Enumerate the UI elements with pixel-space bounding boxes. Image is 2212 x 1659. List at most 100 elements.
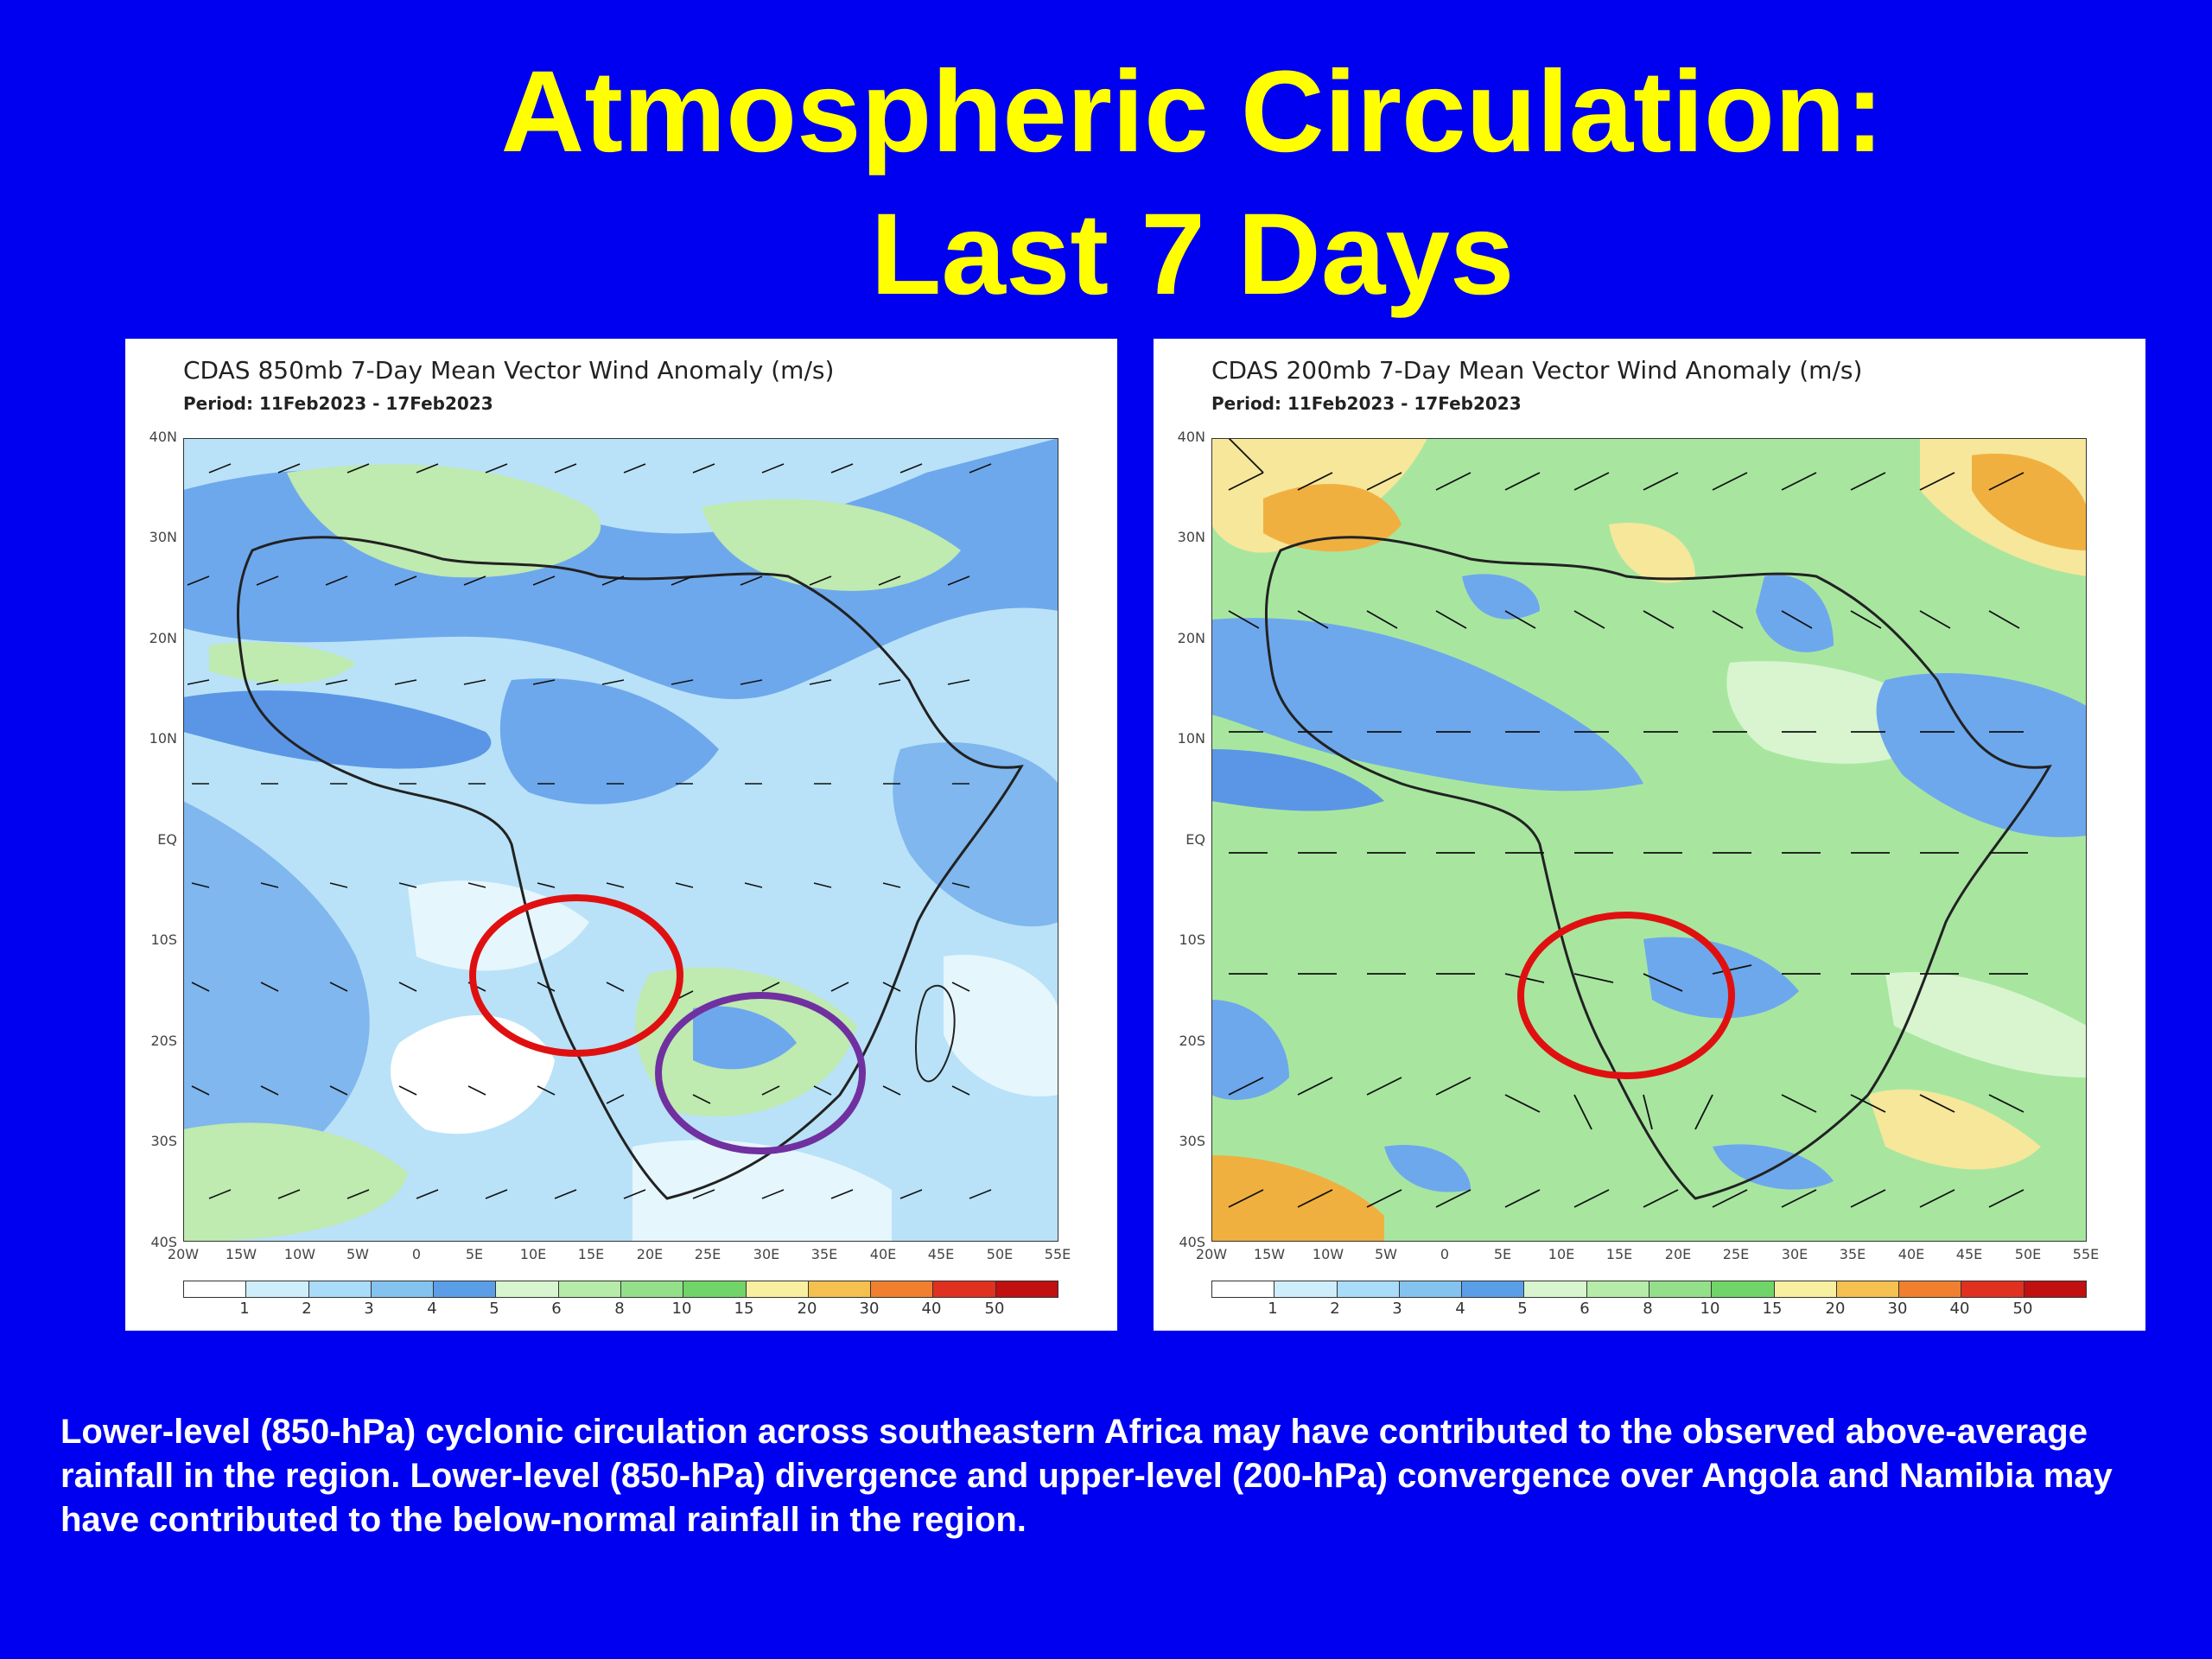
lat-label: 30S (1179, 1133, 1205, 1149)
lon-label: 0 (411, 1246, 422, 1262)
lon-label: 45E (927, 1246, 955, 1262)
lat-label: 10N (149, 730, 177, 747)
lon-label: 5W (346, 1246, 369, 1262)
colorbar-label: 40 (921, 1300, 942, 1318)
colorbar-swatch (246, 1281, 309, 1297)
colorbar-label: 15 (734, 1300, 754, 1318)
lon-label: 20E (1664, 1246, 1692, 1262)
colorbar-swatch (1274, 1281, 1338, 1297)
lat-label: 30N (149, 529, 177, 545)
lon-label: 50E (986, 1246, 1014, 1262)
colorbar-swatch (808, 1281, 872, 1297)
colorbar-label: 3 (364, 1300, 374, 1318)
colorbar-swatch (1337, 1281, 1400, 1297)
colorbar-swatch (871, 1281, 934, 1297)
lon-label: 45E (1955, 1246, 1983, 1262)
lon-label: 55E (2072, 1246, 2100, 1262)
colorbar-swatch (995, 1281, 1058, 1297)
colorbar-swatch (496, 1281, 559, 1297)
lon-label: 10W (1312, 1246, 1344, 1262)
lon-label: 20E (636, 1246, 664, 1262)
colorbar-label: 50 (2012, 1300, 2033, 1318)
colorbar-label: 3 (1392, 1300, 1402, 1318)
lon-label: 5W (1375, 1246, 1397, 1262)
lat-label: 40N (1177, 429, 1205, 445)
colorbar-label: 2 (302, 1300, 312, 1318)
colorbar-label: 5 (489, 1300, 499, 1318)
colorbar-label: 50 (984, 1300, 1005, 1318)
lon-label: 55E (1044, 1246, 1071, 1262)
lat-label: 10S (150, 931, 177, 948)
lon-label: 30E (1781, 1246, 1808, 1262)
lat-label: 20S (150, 1033, 177, 1049)
lat-label: 20N (1177, 630, 1205, 646)
lat-label: 20N (149, 630, 177, 646)
colorbar (1211, 1281, 2087, 1298)
lat-label: EQ (1185, 831, 1205, 848)
lat-label: 40N (149, 429, 177, 445)
colorbar-swatch (1586, 1281, 1649, 1297)
slide-title-line1: Atmospheric Circulation: (500, 48, 1885, 176)
colorbar-label: 30 (1887, 1300, 1908, 1318)
colorbar-swatch (308, 1281, 372, 1297)
colorbar-label: 8 (1643, 1300, 1653, 1318)
panel-title: CDAS 200mb 7-Day Mean Vector Wind Anomal… (1211, 356, 1863, 385)
colorbar-label: 20 (1825, 1300, 1846, 1318)
colorbar-swatch (1774, 1281, 1837, 1297)
lon-label: 50E (2014, 1246, 2042, 1262)
lon-label: 20W (167, 1246, 200, 1262)
colorbar-label: 4 (427, 1300, 437, 1318)
lat-label: 30S (150, 1133, 177, 1149)
colorbar-swatch (1524, 1281, 1587, 1297)
colorbar-label: 5 (1517, 1300, 1528, 1318)
map-850mb (183, 438, 1058, 1242)
lon-label: 5E (465, 1246, 484, 1262)
colorbar-swatch (746, 1281, 809, 1297)
lon-label: 25E (694, 1246, 721, 1262)
lon-label: 25E (1722, 1246, 1750, 1262)
lon-label: 30E (753, 1246, 780, 1262)
colorbar-swatch (434, 1281, 497, 1297)
lon-label: 15W (1253, 1246, 1286, 1262)
colorbar-swatch (1399, 1281, 1463, 1297)
wind-anomaly-panel-850mb: CDAS 850mb 7-Day Mean Vector Wind Anomal… (125, 339, 1117, 1331)
colorbar-swatch (683, 1281, 747, 1297)
lon-label: 40E (1897, 1246, 1925, 1262)
colorbar-label: 10 (1700, 1300, 1720, 1318)
map-200mb (1211, 438, 2087, 1242)
colorbar-swatch (184, 1281, 247, 1297)
lon-label: 10E (519, 1246, 547, 1262)
colorbar-swatch (933, 1281, 996, 1297)
colorbar-swatch (1212, 1281, 1275, 1297)
lon-label: 20W (1195, 1246, 1228, 1262)
lat-label: 40S (1179, 1234, 1205, 1250)
colorbar-label: 1 (239, 1300, 250, 1318)
colorbar-label: 6 (551, 1300, 562, 1318)
colorbar-swatch (620, 1281, 684, 1297)
colorbar-label: 6 (1580, 1300, 1590, 1318)
colorbar-swatch (1712, 1281, 1775, 1297)
lon-label: 15E (577, 1246, 605, 1262)
colorbar (183, 1281, 1058, 1298)
colorbar-label: 10 (671, 1300, 692, 1318)
lat-label: EQ (157, 831, 177, 848)
purple-circle-annotation (655, 992, 866, 1154)
panel-title: CDAS 850mb 7-Day Mean Vector Wind Anomal… (183, 356, 835, 385)
lon-label: 10E (1548, 1246, 1575, 1262)
red-circle-annotation (469, 894, 683, 1057)
colorbar-label: 2 (1330, 1300, 1340, 1318)
wind-anomaly-panel-200mb: CDAS 200mb 7-Day Mean Vector Wind Anomal… (1154, 339, 2145, 1331)
lon-label: 0 (1440, 1246, 1450, 1262)
lon-label: 15W (225, 1246, 257, 1262)
lat-label: 10N (1177, 730, 1205, 747)
lon-label: 5E (1493, 1246, 1512, 1262)
colorbar-swatch (1649, 1281, 1713, 1297)
lat-label: 10S (1179, 931, 1205, 948)
red-circle-annotation (1517, 912, 1735, 1079)
colorbar-label: 20 (797, 1300, 817, 1318)
colorbar-swatch (1961, 1281, 2024, 1297)
panel-period: Period: 11Feb2023 - 17Feb2023 (1211, 393, 1522, 414)
colorbar-label: 40 (1949, 1300, 1970, 1318)
lon-label: 10W (283, 1246, 316, 1262)
colorbar-swatch (371, 1281, 435, 1297)
